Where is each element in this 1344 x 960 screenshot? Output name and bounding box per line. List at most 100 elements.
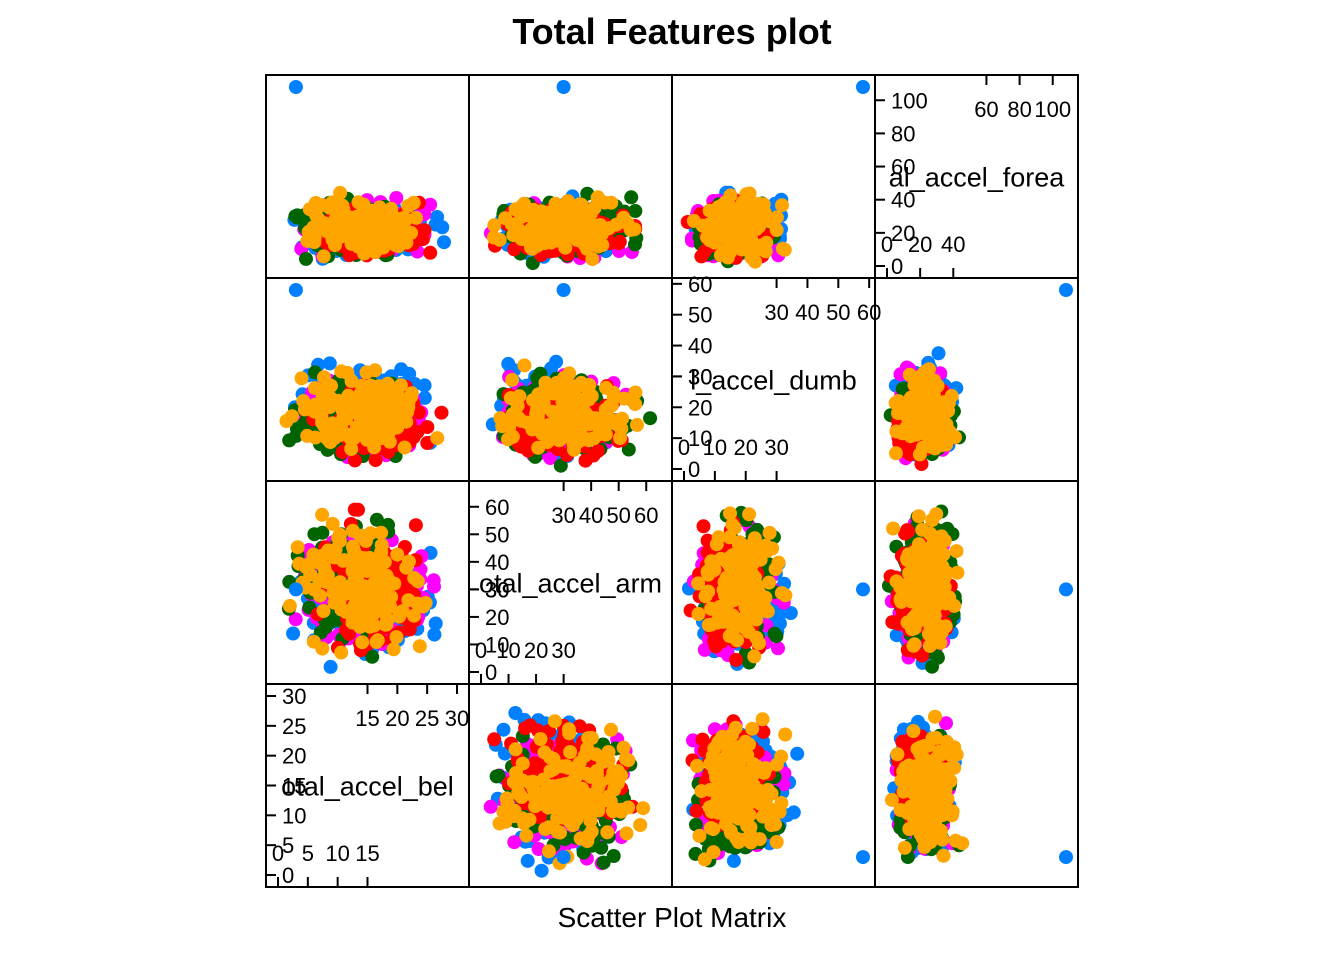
scatter-point [345, 564, 360, 579]
scatter-point [334, 645, 349, 660]
scatter-point [726, 853, 741, 868]
scatter-point [355, 635, 370, 650]
scatter-point [723, 506, 737, 521]
scatter-point [689, 817, 703, 832]
scatter-point [885, 615, 900, 630]
scatter-point [512, 787, 527, 802]
scatter-point [928, 709, 942, 724]
scatter-point [386, 642, 401, 657]
scatter-point [309, 400, 324, 415]
scatter-point [772, 804, 787, 819]
scatter-point [322, 356, 337, 371]
scatter-point [925, 513, 940, 528]
scatter-point [306, 634, 321, 649]
scatter-point [726, 593, 741, 608]
scatter-point [382, 434, 397, 449]
scatter-point [581, 828, 596, 843]
scatter-point [933, 823, 948, 838]
scatter-point [412, 639, 427, 654]
scatter-point [365, 649, 380, 664]
scatter-point [928, 580, 943, 595]
scatter-point [939, 716, 953, 731]
scatter-point [942, 761, 957, 776]
chart-title: Total Features plot [512, 11, 831, 52]
scatter-point [538, 822, 553, 836]
scatter-point [746, 596, 761, 611]
scatter-point [555, 759, 570, 774]
scatter-point [394, 396, 408, 411]
scatter-point [701, 584, 716, 599]
scatter-point [427, 627, 442, 642]
scatter-point [690, 758, 704, 773]
scatter-point [745, 721, 760, 736]
scatter-point [949, 747, 964, 762]
scatter-point [378, 381, 393, 396]
scatter-point [569, 812, 584, 827]
scatter-point [922, 798, 937, 813]
scatter-point [950, 565, 965, 580]
scatter-point [722, 575, 737, 590]
scatter-point [935, 808, 950, 822]
scatter-point [359, 612, 374, 627]
scatter-point [395, 604, 410, 619]
scatter-point [347, 395, 362, 409]
scatter-point [910, 775, 924, 790]
scatter-point [601, 789, 616, 804]
outlier-point [1059, 582, 1073, 597]
panel-points-arm-vs-forearm [882, 504, 1073, 674]
scatter-point [390, 547, 405, 562]
scatter-point [380, 577, 395, 592]
scatter-point [334, 364, 349, 379]
scatter-point [610, 764, 625, 778]
scatter-point [906, 724, 921, 738]
scatter-point [606, 849, 621, 863]
scatter-point [739, 545, 754, 559]
scatter-point [925, 731, 940, 746]
scatter-point [692, 828, 707, 843]
scatter-point [487, 732, 502, 747]
scatter-point [434, 405, 449, 420]
scatter-point [691, 576, 706, 591]
panel-points-arm-vs-dumbbell [682, 505, 870, 671]
scatter-point [755, 809, 770, 824]
scatter-point [581, 731, 596, 746]
scatter-point [285, 409, 299, 424]
scatter-point [915, 522, 930, 537]
scatter-point [902, 566, 917, 581]
scatter-point [326, 546, 341, 560]
scatter-point [577, 793, 592, 808]
scatter-point [506, 774, 521, 789]
scatter-point [731, 811, 746, 826]
scatter-point [743, 563, 758, 578]
scatter-point [343, 431, 358, 446]
scatter-point [943, 774, 958, 788]
scatter-point [547, 714, 562, 729]
scatter-point [913, 740, 928, 755]
scatter-point [596, 855, 611, 870]
scatter-point [527, 756, 542, 771]
scatter-point [769, 835, 784, 849]
scatter-point [762, 575, 776, 590]
scatter-point [288, 612, 303, 627]
scatter-point [899, 780, 914, 795]
scatter-point [955, 836, 970, 851]
scatter-point [374, 525, 389, 540]
scatter-point [549, 802, 564, 817]
outlier-point [556, 850, 571, 865]
scatter-point [282, 433, 297, 448]
scatter-point [543, 763, 558, 778]
panel-points-belt-vs-arm [483, 706, 651, 878]
scatter-point [786, 805, 801, 820]
scatter-point [636, 801, 651, 816]
scatter-point [915, 648, 930, 663]
scatter-point [368, 453, 383, 468]
scatter-point [738, 734, 753, 749]
scatter-point [726, 751, 741, 766]
outlier-point [288, 582, 303, 597]
scatter-point [370, 633, 385, 648]
scatter-point [369, 512, 384, 527]
scatter-point [909, 797, 924, 811]
outlier-point [856, 582, 870, 597]
outlier-point [288, 283, 303, 297]
scatter-point [282, 598, 297, 613]
